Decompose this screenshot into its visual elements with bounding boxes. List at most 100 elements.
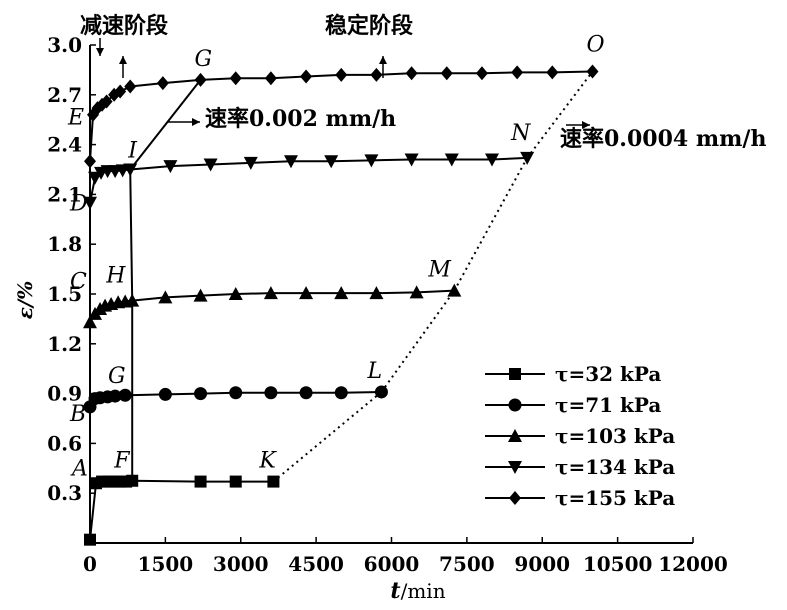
data-point-diamond (475, 66, 488, 81)
data-point-triangle-down (284, 155, 298, 169)
data-point-triangle-down (243, 156, 258, 170)
annotation-rate-solid: 速率0.002 mm/h (205, 106, 396, 132)
data-point-square (84, 533, 96, 546)
point-label: A (70, 457, 88, 482)
point-labels: A B C D E F G H I G K L M N O (67, 33, 605, 482)
legend-marker-diamond (509, 491, 521, 505)
x-tick-label: 3000 (213, 552, 269, 576)
data-point-diamond (300, 69, 313, 84)
data-point-diamond (124, 79, 137, 94)
legend-label: τ=155 kPa (555, 486, 675, 510)
legend-label: τ=134 kPa (555, 455, 675, 479)
data-point-diamond (194, 72, 207, 87)
data-point-diamond (84, 154, 96, 169)
arrow-rate-solid-head (192, 118, 200, 126)
data-point-triangle-up (369, 286, 384, 300)
data-point-triangle-down (163, 160, 178, 174)
data-point-triangle-down (203, 158, 218, 172)
point-label: L (366, 359, 382, 384)
arrow-rate-dotted-head (582, 121, 590, 129)
solid-connector (129, 169, 134, 301)
dotted-connector (526, 70, 594, 159)
x-tick-label: 4500 (288, 552, 344, 576)
point-label: M (427, 258, 451, 283)
legend-label: τ=71 kPa (555, 393, 661, 417)
data-point-circle (158, 387, 172, 401)
data-point-triangle-up (83, 315, 97, 329)
data-point-triangle-down (324, 155, 339, 169)
series-line-0 (89, 479, 274, 540)
y-tick-label: 0.9 (47, 382, 82, 406)
data-point-square (267, 475, 280, 488)
data-point-triangle-up (263, 286, 278, 300)
y-tick-label: 0.6 (47, 431, 82, 455)
arrow-decel-up-head (119, 56, 127, 64)
data-point-triangle-up (158, 290, 173, 304)
data-point-triangle-down (364, 154, 379, 168)
y-tick-label: 2.7 (47, 83, 82, 107)
y-tick-label: 1.5 (47, 282, 82, 306)
data-point-diamond (586, 64, 599, 79)
data-point-square (229, 475, 242, 488)
point-label: F (113, 449, 130, 474)
data-point-circle (264, 386, 278, 400)
data-point-triangle-up (193, 288, 208, 302)
data-point-triangle-down (520, 151, 535, 165)
data-point-triangle-down (485, 153, 499, 167)
data-point-diamond (335, 67, 348, 82)
point-label: K (258, 449, 277, 474)
point-label: G (108, 364, 126, 389)
legend-marker-triangle-down (508, 461, 522, 474)
data-point-diamond (114, 84, 127, 99)
point-label: O (587, 33, 605, 58)
x-tick-label: 1500 (138, 552, 194, 576)
annotation-decel-stage: 减速阶段 (80, 13, 168, 39)
data-point-circle (118, 388, 132, 402)
x-tick-label: 6000 (364, 552, 420, 576)
point-label: D (69, 192, 88, 217)
legend-marker-triangle-up (508, 429, 522, 442)
data-point-circle (299, 386, 313, 400)
point-label: I (127, 139, 138, 164)
x-tick-label: 0 (83, 552, 97, 576)
data-point-diamond (405, 66, 418, 81)
data-point-diamond (440, 66, 453, 81)
point-label: E (67, 106, 84, 131)
legend-marker-square (509, 368, 521, 380)
data-point-diamond (229, 71, 242, 86)
data-point-diamond (100, 94, 113, 109)
connector-lines (129, 70, 594, 483)
data-point-square (194, 475, 207, 488)
data-point-triangle-up (228, 287, 243, 300)
data-point-triangle-up (334, 286, 349, 300)
x-tick-label: 7500 (439, 552, 495, 576)
data-point-circle (108, 389, 122, 403)
data-point-triangle-up (299, 286, 314, 300)
data-point-circle (374, 385, 388, 399)
solid-connector (129, 79, 202, 171)
data-point-diamond (511, 65, 524, 80)
x-axis-title: t/min (390, 578, 445, 604)
point-label: C (70, 270, 87, 295)
data-point-triangle-up (447, 283, 462, 297)
data-point-triangle-down (444, 153, 459, 167)
point-label: H (105, 264, 126, 289)
arrow-stable-up-head (379, 56, 387, 64)
data-point-diamond (156, 76, 169, 91)
x-tick-label: 12000 (658, 552, 728, 576)
axes: 0 1500 3000 4500 6000 7500 9000 10500 12000 0.3 0.… (13, 33, 728, 604)
point-label: B (69, 402, 86, 427)
data-point-triangle-down (83, 196, 97, 210)
data-point-square (126, 474, 139, 487)
legend-label: τ=32 kPa (555, 362, 661, 386)
y-tick-label: 1.2 (47, 332, 82, 356)
y-tick-label: 2.4 (47, 133, 82, 157)
annotation-stable-stage: 稳定阶段 (325, 13, 413, 39)
data-point-triangle-up (409, 285, 424, 299)
data-point-triangle-down (404, 153, 419, 167)
dotted-connector (380, 290, 456, 393)
data-point-diamond (370, 67, 383, 82)
point-label: N (510, 121, 531, 146)
